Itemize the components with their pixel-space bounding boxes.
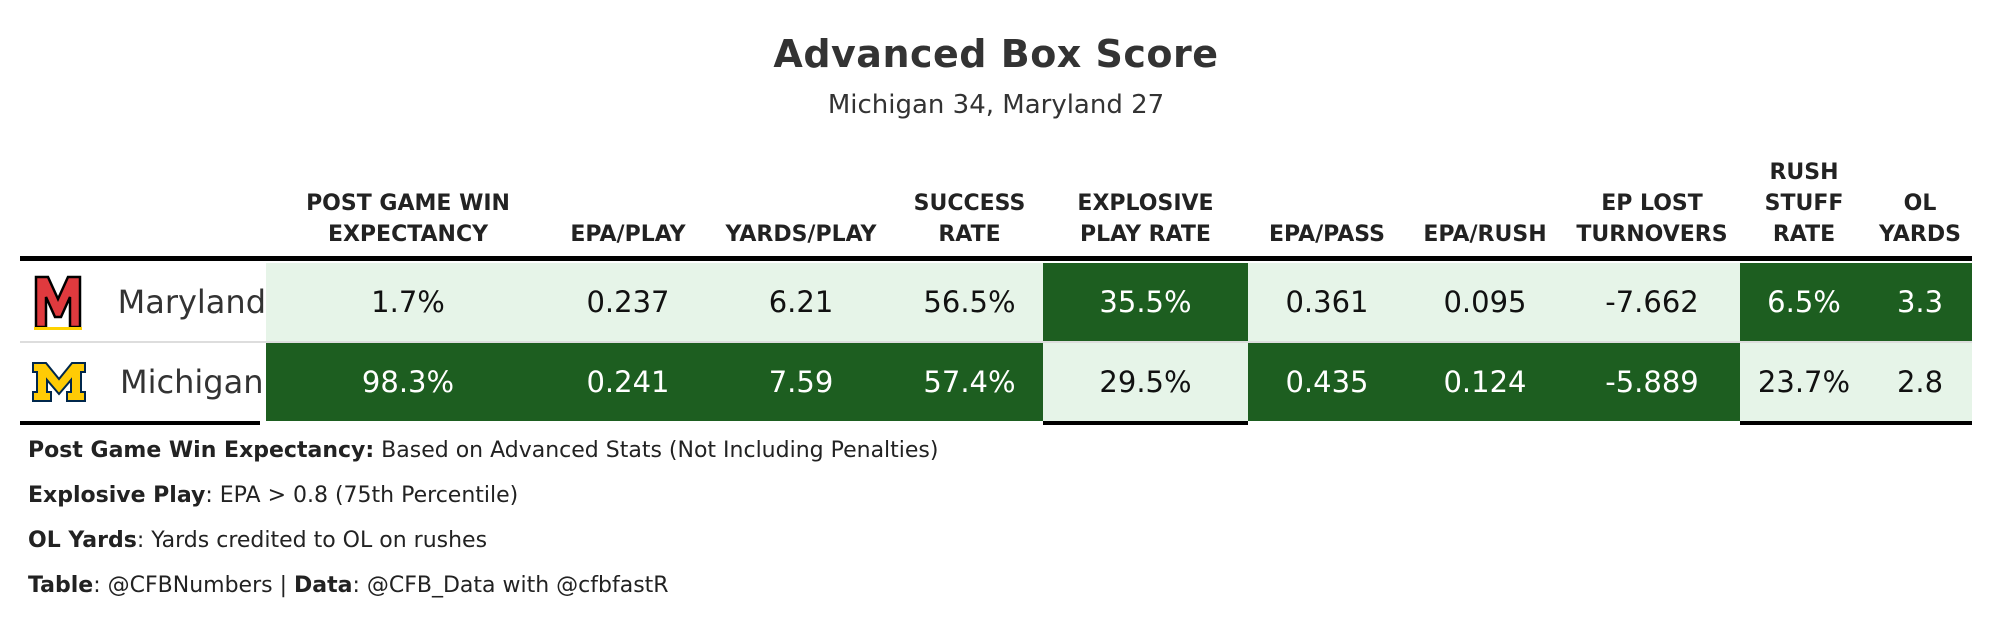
- data-cell-epa_pass-michigan: 0.435: [1248, 343, 1406, 421]
- header-rule: [20, 256, 1972, 261]
- column-header-epa_rush: EPA/RUSH: [1423, 222, 1547, 247]
- note-ol-yards: OL Yards: Yards credited to OL on rushes: [28, 528, 488, 553]
- column-header-success: SUCCESS RATE: [913, 191, 1026, 247]
- data-cell-ol-maryland: 3.3: [1868, 263, 1972, 341]
- data-cell-stuff-maryland: 6.5%: [1740, 263, 1868, 341]
- note-explosive-play: Explosive Play: EPA > 0.8 (75th Percenti…: [28, 483, 519, 508]
- data-cell-ypp-maryland: 6.21: [706, 263, 896, 341]
- data-cell-epa_rush-maryland: 0.095: [1406, 263, 1564, 341]
- group-rule-stuff: [1740, 421, 1972, 425]
- data-cell-epa_pass-maryland: 0.361: [1248, 263, 1406, 341]
- data-cell-explosive-michigan: 29.5%: [1043, 343, 1248, 421]
- data-cell-wp-michigan: 98.3%: [266, 343, 550, 421]
- column-header-wp: POST GAME WIN EXPECTANCY: [306, 191, 510, 247]
- column-header-epa_pass: EPA/PASS: [1268, 222, 1386, 247]
- data-cell-epa_play-michigan: 0.241: [550, 343, 706, 421]
- maryland-logo-icon: [28, 273, 88, 331]
- row-separator: [20, 341, 1972, 343]
- data-cell-success-michigan: 57.4%: [896, 343, 1043, 421]
- note-credits: Table: @CFBNumbers | Data: @CFB_Data wit…: [28, 573, 669, 598]
- data-cell-ep_lost-maryland: -7.662: [1564, 263, 1740, 341]
- data-cell-epa_play-maryland: 0.237: [550, 263, 706, 341]
- column-header-epa_play: EPA/PLAY: [570, 222, 686, 247]
- column-header-explosive: EXPLOSIVE PLAY RATE: [1077, 191, 1214, 247]
- group-rule-explosive: [1043, 421, 1248, 425]
- chart-title: Advanced Box Score: [773, 32, 1219, 76]
- michigan-logo-icon: [28, 361, 90, 403]
- group-rule-left: [20, 421, 260, 425]
- column-header-ypp: YARDS/PLAY: [725, 222, 877, 247]
- data-cell-ep_lost-michigan: -5.889: [1564, 343, 1740, 421]
- data-cell-ypp-michigan: 7.59: [706, 343, 896, 421]
- column-header-ol: OL YARDS: [1879, 191, 1961, 247]
- data-cell-ol-michigan: 2.8: [1868, 343, 1972, 421]
- team-row-michigan: Michigan: [20, 343, 266, 421]
- data-cell-success-maryland: 56.5%: [896, 263, 1043, 341]
- data-cell-explosive-maryland: 35.5%: [1043, 263, 1248, 341]
- data-cell-epa_rush-michigan: 0.124: [1406, 343, 1564, 421]
- team-name-maryland: Maryland: [117, 283, 266, 321]
- note-win-expectancy: Post Game Win Expectancy: Based on Advan…: [28, 438, 939, 463]
- data-cell-stuff-michigan: 23.7%: [1740, 343, 1868, 421]
- team-row-maryland: Maryland: [20, 263, 266, 341]
- column-header-ep_lost: EP LOST TURNOVERS: [1576, 191, 1728, 247]
- data-cell-wp-maryland: 1.7%: [266, 263, 550, 341]
- column-header-stuff: RUSH STUFF RATE: [1764, 160, 1844, 247]
- chart-subtitle: Michigan 34, Maryland 27: [827, 90, 1165, 120]
- team-name-michigan: Michigan: [120, 363, 264, 401]
